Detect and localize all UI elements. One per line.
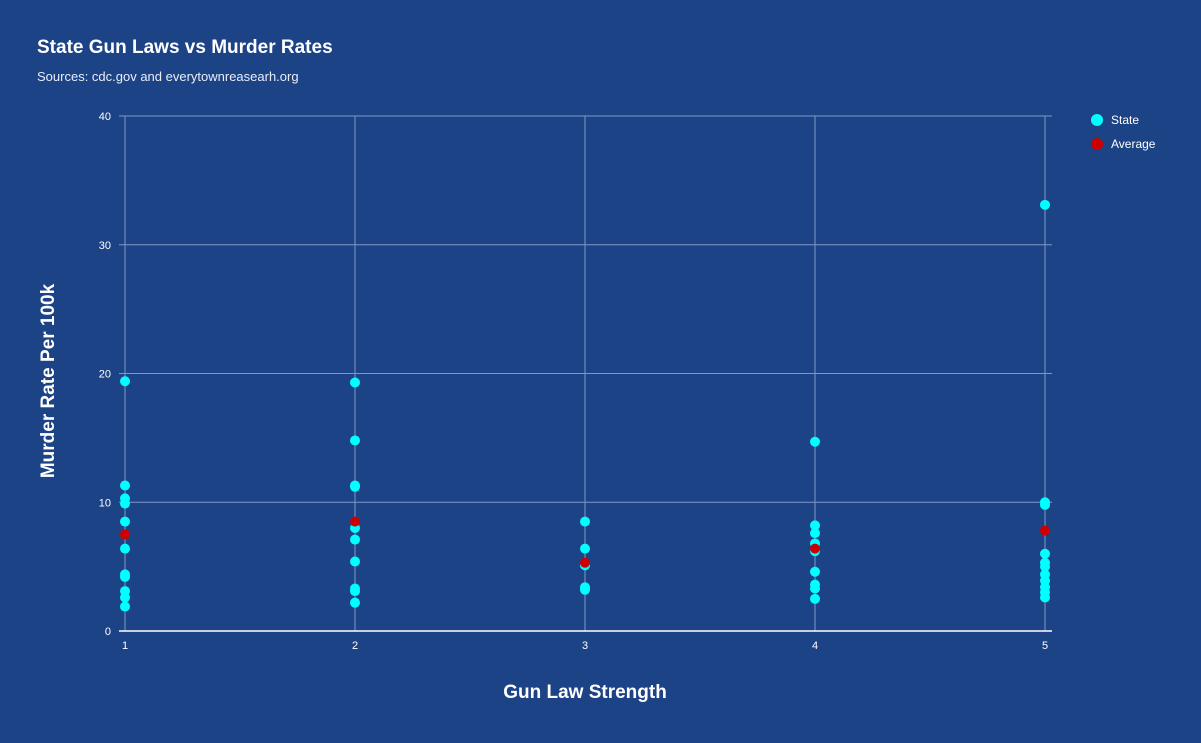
state-data-point[interactable] [810,520,820,531]
average-data-point[interactable] [1040,525,1050,536]
chart-subtitle: Sources: cdc.gov and everytownreasearh.o… [37,69,299,84]
average-marker-icon [1091,138,1103,150]
gridlines [119,115,1052,632]
state-data-point[interactable] [350,597,360,608]
state-data-point[interactable] [580,584,590,595]
state-data-point[interactable] [120,601,130,612]
state-data-point[interactable] [810,566,820,577]
state-data-point[interactable] [120,571,130,582]
average-data-point[interactable] [580,557,590,568]
legend-item-average[interactable]: Average [1090,132,1155,156]
x-axis-title: Gun Law Strength [503,682,667,703]
state-data-point[interactable] [1040,561,1050,572]
state-marker-icon [1091,114,1103,126]
state-data-point[interactable] [120,480,130,491]
state-data-point[interactable] [120,592,130,603]
state-data-point[interactable] [810,593,820,604]
y-tick-label: 20 [99,369,111,381]
state-data-point[interactable] [350,435,360,446]
state-data-point[interactable] [350,534,360,545]
legend-label: State [1111,113,1140,127]
state-data-point[interactable] [350,377,360,388]
chart-title: State Gun Laws vs Murder Rates [37,37,333,58]
x-tick-label: 4 [812,640,818,652]
average-series [120,516,1050,568]
y-tick-label: 40 [99,111,111,123]
axis-ticks: 0 10 20 30 40 1 2 3 4 5 [99,111,1048,652]
state-data-point[interactable] [580,516,590,527]
state-data-point[interactable] [350,586,360,597]
state-data-point[interactable] [1040,199,1050,210]
state-data-point[interactable] [120,516,130,527]
state-data-point[interactable] [810,528,820,539]
x-tick-label: 1 [122,640,128,652]
y-axis-title: Murder Rate Per 100k [38,283,59,479]
state-data-point[interactable] [350,556,360,567]
average-data-point[interactable] [120,529,130,540]
y-tick-label: 10 [99,497,111,509]
state-data-point[interactable] [810,436,820,447]
legend: State Average [1090,108,1155,156]
y-tick-label: 30 [99,240,111,252]
y-tick-label: 0 [105,626,111,638]
state-data-point[interactable] [120,498,130,509]
state-data-point[interactable] [580,543,590,554]
legend-label: Average [1111,137,1156,151]
state-data-point[interactable] [1040,592,1050,603]
x-tick-label: 3 [582,640,588,652]
state-data-point[interactable] [1040,548,1050,559]
state-data-point[interactable] [810,583,820,594]
state-data-point[interactable] [120,376,130,387]
x-tick-label: 2 [352,640,358,652]
average-data-point[interactable] [810,543,820,554]
x-tick-label: 5 [1042,640,1048,652]
state-data-point[interactable] [350,481,360,492]
state-data-point[interactable] [120,543,130,554]
state-data-point[interactable] [1040,499,1050,510]
average-data-point[interactable] [350,516,360,527]
legend-item-state[interactable]: State [1090,108,1155,132]
